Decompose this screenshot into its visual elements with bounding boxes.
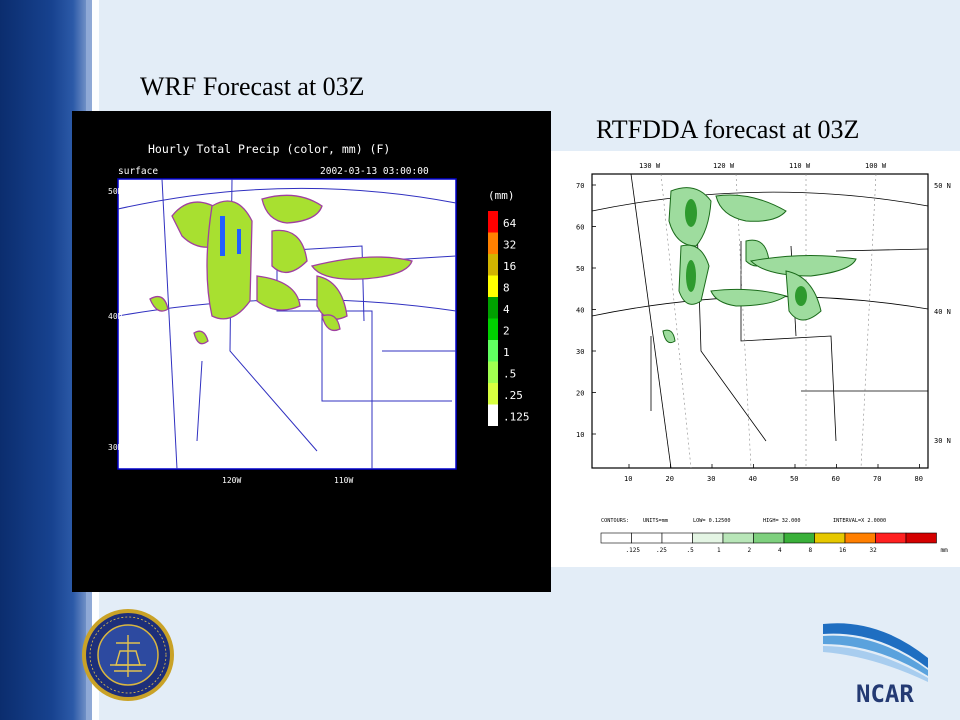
rtfdda-left-axis: 70 60 50 40 30 20 10	[576, 182, 596, 439]
rtfdda-colorbar-label: 4	[778, 547, 782, 554]
wrf-lat-30: 30N	[108, 443, 123, 452]
rtfdda-colorbar-label: .25	[656, 547, 667, 554]
rtfdda-colorbar-swatch	[844, 532, 876, 544]
rtfdda-colorbar-swatch	[783, 532, 815, 544]
ncar-logo-icon: NCAR	[818, 618, 933, 708]
wrf-legend-label: 1	[503, 346, 510, 359]
rtfdda-heavy-precip	[685, 199, 807, 306]
rtfdda-bottom-tick-label: 60	[832, 475, 840, 483]
rtfdda-colorbar-label: 8	[809, 547, 813, 554]
rtfdda-colorbar-swatch	[875, 532, 907, 544]
wrf-legend-label: 64	[503, 217, 517, 230]
rtfdda-lon-110: 110 W	[789, 162, 811, 170]
wrf-legend-swatch	[488, 318, 498, 340]
slide-sidebar	[0, 0, 86, 720]
rtfdda-precip-contours	[662, 187, 857, 344]
rtfdda-lat-50: 50 N	[934, 182, 951, 190]
wrf-heavy-precip	[220, 216, 241, 256]
wrf-lat-50: 50N	[108, 187, 123, 196]
rtfdda-left-tick-label: 20	[576, 390, 584, 398]
atec-seal-icon	[80, 607, 176, 703]
wrf-lon-120: 120W	[222, 476, 241, 485]
rtfdda-colorbar-label: 32	[870, 547, 878, 554]
wrf-legend-label: .125	[503, 411, 530, 424]
rtfdda-colorbar-swatch	[814, 532, 846, 544]
rtfdda-bottom-tick-label: 80	[915, 475, 923, 483]
right-title: RTFDDA forecast at 03Z	[596, 115, 860, 144]
rtfdda-colorbar: .125 .25 .5 1 2 4 8 16 32 mm	[600, 532, 949, 554]
wrf-legend-label: 8	[503, 282, 510, 295]
wrf-legend-label: 32	[503, 239, 516, 252]
rtfdda-colorbar-swatch	[753, 532, 785, 544]
wrf-precip-map: Hourly Total Precip (color, mm) (F) surf…	[72, 111, 551, 592]
rtfdda-low-label: LOW= 0.12500	[693, 518, 730, 524]
rtfdda-colorbar-swatch	[722, 532, 754, 544]
ncar-logo-text: NCAR	[856, 680, 914, 706]
wrf-legend-label: .5	[503, 368, 516, 381]
rtfdda-lat-40: 40 N	[934, 308, 951, 316]
rtfdda-map-frame	[591, 173, 929, 469]
rtfdda-left-tick-label: 30	[576, 348, 584, 356]
wrf-map-datetime: 2002-03-13 03:00:00	[320, 166, 429, 177]
rtfdda-colorbar-swatch	[600, 532, 632, 544]
wrf-legend-unit: (mm)	[488, 189, 515, 202]
wrf-legend-label: .25	[503, 389, 523, 402]
wrf-legend: 64 32 16 8 4 2 1 .5 .25 .125	[488, 211, 530, 426]
wrf-legend-swatch	[488, 340, 498, 362]
rtfdda-bottom-axis: 10 20 30 40 50 60 70 80	[624, 464, 923, 483]
wrf-map-level: surface	[118, 166, 158, 177]
rtfdda-graticule	[660, 173, 877, 469]
rtfdda-bottom-tick-label: 70	[873, 475, 881, 483]
rtfdda-precip-map: 130 W 120 W 110 W 100 W 50 N 40 N 30 N 7…	[551, 151, 960, 567]
wrf-legend-swatch	[488, 297, 498, 319]
rtfdda-colorbar-label: 1	[717, 547, 721, 554]
wrf-legend-swatch	[488, 232, 498, 254]
rtfdda-colorbar-swatch	[631, 532, 663, 544]
rtfdda-contours-label: CONTOURS:	[601, 518, 629, 524]
rtfdda-bottom-tick-label: 10	[624, 475, 632, 483]
wrf-legend-swatch	[488, 361, 498, 383]
rtfdda-left-tick-label: 40	[576, 307, 584, 315]
rtfdda-left-tick-label: 60	[576, 224, 584, 232]
rtfdda-colorbar-swatch	[692, 532, 724, 544]
wrf-legend-label: 16	[503, 260, 516, 273]
rtfdda-bottom-tick-label: 50	[790, 475, 798, 483]
rtfdda-colorbar-label: .125	[626, 547, 641, 554]
wrf-legend-swatch	[488, 275, 498, 297]
rtfdda-bottom-tick-label: 20	[666, 475, 674, 483]
wrf-lon-110: 110W	[334, 476, 353, 485]
rtfdda-units-label: UNITS=mm	[643, 518, 668, 524]
rtfdda-colorbar-swatch	[905, 532, 937, 544]
rtfdda-lon-130: 130 W	[639, 162, 661, 170]
wrf-legend-swatch	[488, 254, 498, 276]
rtfdda-bottom-tick-label: 30	[707, 475, 715, 483]
left-title: WRF Forecast at 03Z	[140, 72, 365, 101]
rtfdda-interval-label: INTERVAL=X 2.0000	[833, 518, 886, 524]
wrf-legend-swatch	[488, 383, 498, 405]
rtfdda-lon-120: 120 W	[713, 162, 735, 170]
wrf-legend-label: 4	[503, 303, 510, 316]
rtfdda-colorbar-unit: mm	[941, 547, 949, 554]
rtfdda-lat-30: 30 N	[934, 437, 951, 445]
rtfdda-left-tick-label: 50	[576, 265, 584, 273]
rtfdda-lon-100: 100 W	[865, 162, 887, 170]
rtfdda-colorbar-label: 2	[748, 547, 752, 554]
wrf-legend-label: 2	[503, 325, 510, 338]
rtfdda-colorbar-label: .5	[687, 547, 695, 554]
wrf-legend-swatch	[488, 211, 498, 233]
wrf-legend-swatch	[488, 404, 498, 426]
rtfdda-colorbar-swatch	[661, 532, 693, 544]
wrf-lat-40: 40N	[108, 312, 123, 321]
rtfdda-bottom-tick-label: 40	[749, 475, 757, 483]
wrf-map-header: Hourly Total Precip (color, mm) (F)	[148, 142, 390, 156]
rtfdda-colorbar-label: 16	[839, 547, 847, 554]
rtfdda-left-tick-label: 10	[576, 431, 584, 439]
rtfdda-left-tick-label: 70	[576, 182, 584, 190]
rtfdda-high-label: HIGH= 32.000	[763, 518, 800, 524]
